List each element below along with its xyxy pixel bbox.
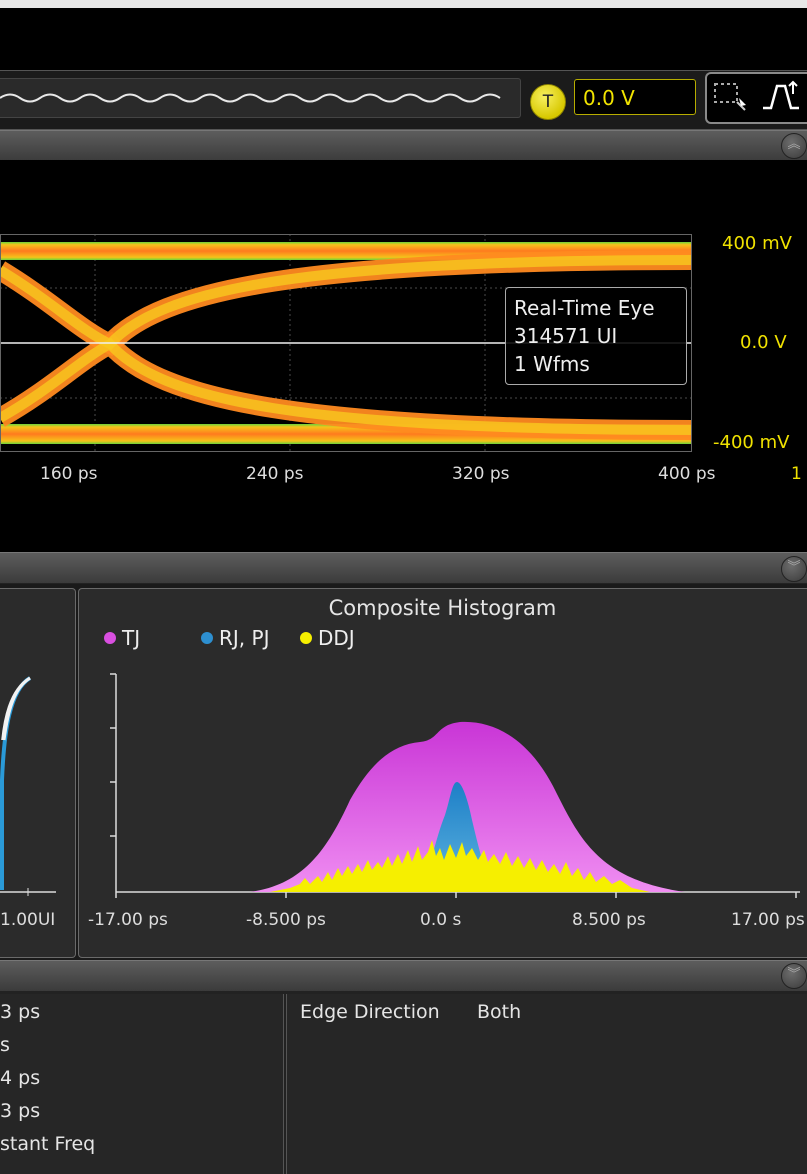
eye-x-label: 240 ps bbox=[246, 464, 304, 484]
eye-y-label-mid: 0.0 V bbox=[740, 332, 787, 353]
waveform-overview[interactable] bbox=[0, 78, 521, 118]
settings-right-column: Edge Direction Both bbox=[286, 994, 807, 1174]
panel-divider[interactable] bbox=[0, 960, 807, 992]
collapse-up-icon[interactable]: ︽ bbox=[781, 133, 807, 159]
settings-left-column: 3 ps s 4 ps 3 ps stant Freq bbox=[0, 994, 284, 1174]
legend-tj: TJ bbox=[104, 626, 140, 650]
trigger-icon[interactable]: T bbox=[530, 84, 566, 120]
eye-x-label: 320 ps bbox=[452, 464, 510, 484]
hist-x-label: -8.500 ps bbox=[246, 910, 326, 930]
panel-divider[interactable] bbox=[0, 552, 807, 584]
eye-x-label: 160 ps bbox=[40, 464, 98, 484]
zoom-select-icon[interactable] bbox=[713, 80, 749, 114]
waveform-icon bbox=[0, 93, 501, 103]
settings-row: 3 ps bbox=[0, 1001, 41, 1023]
settings-row: 3 ps bbox=[0, 1100, 41, 1122]
settings-row: 4 ps bbox=[0, 1067, 41, 1089]
settings-row: s bbox=[0, 1034, 10, 1056]
panel-divider[interactable] bbox=[0, 130, 807, 162]
eye-y-label-top: 400 mV bbox=[722, 233, 792, 254]
eye-diagram bbox=[0, 234, 693, 452]
hist-x-label: -17.00 ps bbox=[88, 910, 168, 930]
eye-info-title: Real-Time Eye bbox=[514, 296, 655, 320]
top-strip bbox=[0, 0, 807, 8]
hist-x-label: 17.00 ps bbox=[731, 910, 805, 930]
eye-info-ui-count: 314571 UI bbox=[514, 324, 618, 348]
left-analysis-panel bbox=[0, 588, 76, 958]
header-area bbox=[0, 8, 807, 70]
histogram-plot bbox=[110, 673, 800, 898]
edge-direction-value[interactable]: Both bbox=[477, 1001, 522, 1023]
ddj-dot-icon bbox=[300, 632, 312, 644]
tool-tray bbox=[705, 72, 807, 124]
collapse-down-icon[interactable]: ︾ bbox=[781, 556, 807, 582]
cdf-plot bbox=[0, 676, 56, 896]
legend-tj-label: TJ bbox=[122, 626, 141, 650]
eye-y-label-bottom: -400 mV bbox=[713, 432, 790, 453]
tj-dot-icon bbox=[104, 632, 116, 644]
hist-x-label: 0.0 s bbox=[420, 910, 462, 930]
legend-rj-pj-label: RJ, PJ bbox=[219, 626, 270, 650]
hist-x-label: 8.500 ps bbox=[572, 910, 646, 930]
eye-edge-marker: 1 bbox=[791, 464, 802, 484]
edge-trigger-icon[interactable] bbox=[759, 78, 803, 116]
legend-rj-pj: RJ, PJ bbox=[201, 626, 269, 650]
left-x-label: 1.00UI bbox=[0, 910, 56, 930]
edge-direction-label: Edge Direction bbox=[300, 1001, 440, 1023]
eye-info-wfms: 1 Wfms bbox=[514, 352, 590, 376]
legend-ddj: DDJ bbox=[300, 626, 355, 650]
settings-row: stant Freq bbox=[0, 1133, 96, 1155]
collapse-down-icon[interactable]: ︾ bbox=[781, 963, 807, 989]
rj-pj-dot-icon bbox=[201, 632, 213, 644]
trigger-level-field[interactable]: 0.0 V bbox=[574, 79, 696, 115]
histogram-title: Composite Histogram bbox=[328, 596, 557, 620]
legend-ddj-label: DDJ bbox=[318, 626, 355, 650]
eye-info-box: Real-Time Eye 314571 UI 1 Wfms bbox=[505, 287, 687, 385]
eye-x-label: 400 ps bbox=[658, 464, 716, 484]
